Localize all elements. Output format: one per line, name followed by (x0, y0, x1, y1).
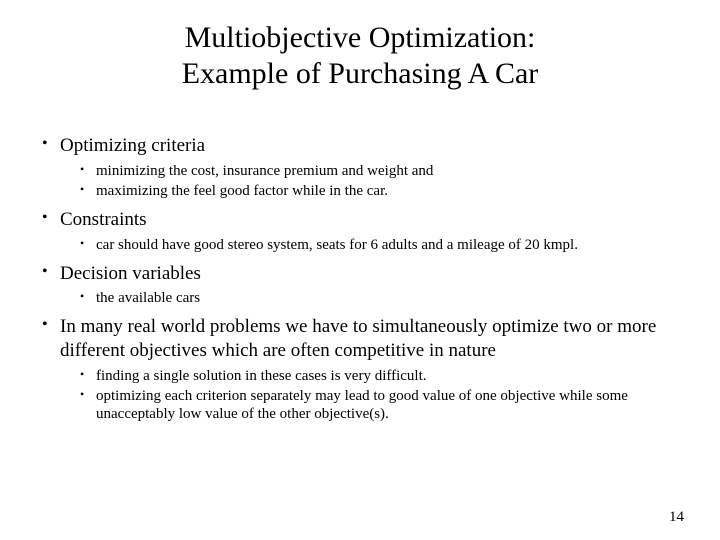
sub-bullet-item: finding a single solution in these cases… (60, 367, 680, 385)
bullet-text: In many real world problems we have to s… (60, 316, 656, 361)
sub-bullet-item: minimizing the cost, insurance premium a… (60, 162, 680, 180)
bullet-item: Decision variables the available cars (40, 262, 680, 308)
bullet-text: Optimizing criteria (60, 135, 205, 156)
sub-bullet-list: finding a single solution in these cases… (60, 367, 680, 423)
sub-bullet-item: maximizing the feel good factor while in… (60, 182, 680, 200)
page-number: 14 (669, 509, 684, 526)
sub-bullet-list: the available cars (60, 289, 680, 307)
bullet-item: Optimizing criteria minimizing the cost,… (40, 134, 680, 200)
sub-bullet-item: the available cars (60, 289, 680, 307)
bullet-item: Constraints car should have good stereo … (40, 208, 680, 254)
slide-title: Multiobjective Optimization: Example of … (40, 20, 680, 92)
slide: Multiobjective Optimization: Example of … (0, 0, 720, 540)
sub-bullet-list: car should have good stereo system, seat… (60, 236, 680, 254)
title-line-1: Multiobjective Optimization: (185, 21, 536, 54)
title-line-2: Example of Purchasing A Car (182, 57, 539, 90)
sub-bullet-item: car should have good stereo system, seat… (60, 236, 680, 254)
bullet-text: Constraints (60, 209, 147, 230)
bullet-item: In many real world problems we have to s… (40, 315, 680, 423)
bullet-list: Optimizing criteria minimizing the cost,… (40, 134, 680, 423)
sub-bullet-item: optimizing each criterion separately may… (60, 387, 680, 423)
bullet-text: Decision variables (60, 263, 201, 284)
sub-bullet-list: minimizing the cost, insurance premium a… (60, 162, 680, 200)
